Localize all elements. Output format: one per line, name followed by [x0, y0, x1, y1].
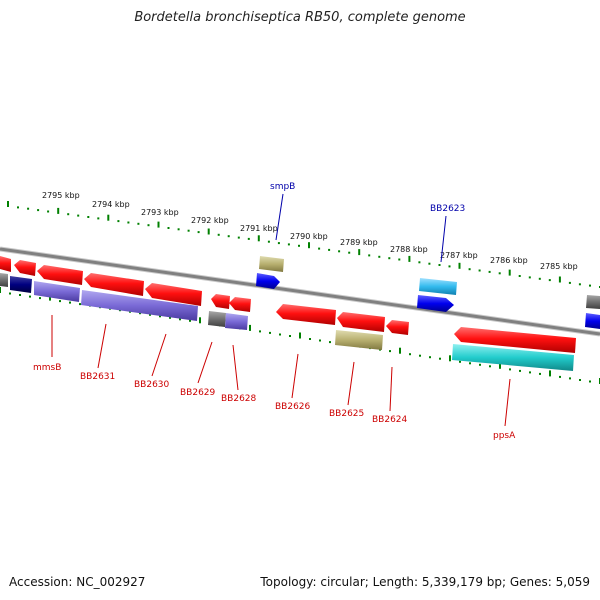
accession-text: Accession: NC_002927 [9, 575, 146, 589]
gene-block[interactable] [586, 295, 600, 309]
gene-block[interactable] [81, 290, 198, 321]
gene-block[interactable] [0, 273, 8, 287]
gene-arrow[interactable] [145, 283, 202, 306]
gene-label-smpB[interactable]: smpB [270, 182, 295, 192]
gene-arrow[interactable] [211, 294, 230, 309]
kbp-label: 2786 kbp [490, 256, 528, 265]
gene-arrow[interactable] [417, 295, 454, 312]
gene-label-BB2628[interactable]: BB2628 [221, 394, 257, 404]
kbp-label: 2790 kbp [290, 232, 328, 241]
gene-block[interactable] [452, 344, 574, 371]
kbp-label: 2789 kbp [340, 238, 378, 247]
gene-block[interactable] [585, 313, 600, 329]
gene-label-BB2625[interactable]: BB2625 [329, 409, 364, 419]
gene-label-BB2623[interactable]: BB2623 [430, 204, 465, 214]
gene-arrow[interactable] [256, 273, 280, 289]
kbp-scale-labels: 2795 kbp 2794 kbp 2793 kbp 2792 kbp 2791… [42, 191, 578, 271]
gene-block[interactable] [208, 311, 226, 327]
gene-arrow[interactable] [0, 256, 11, 272]
gene-block[interactable] [259, 256, 284, 272]
gene-arrow[interactable] [337, 312, 385, 332]
gene-block[interactable] [419, 278, 457, 295]
gene-features[interactable] [0, 256, 600, 371]
gene-arrow[interactable] [14, 260, 36, 276]
gene-label-BB2624[interactable]: BB2624 [372, 415, 408, 425]
gene-block[interactable] [225, 313, 248, 330]
kbp-label: 2795 kbp [42, 191, 80, 200]
kbp-label: 2792 kbp [191, 216, 229, 225]
kbp-label: 2788 kbp [390, 245, 428, 254]
gene-arrow[interactable] [386, 320, 409, 335]
gene-label-BB2629[interactable]: BB2629 [180, 388, 216, 398]
gene-arrow[interactable] [84, 273, 144, 296]
kbp-label: 2794 kbp [92, 200, 130, 209]
kbp-label: 2787 kbp [440, 251, 478, 260]
gene-label-BB2626[interactable]: BB2626 [275, 402, 311, 412]
gene-block[interactable] [34, 281, 80, 302]
gene-arrow[interactable] [454, 327, 576, 353]
outer-tick-track [7, 201, 600, 288]
gene-label-BB2631[interactable]: BB2631 [80, 372, 115, 382]
gene-block[interactable] [10, 276, 32, 293]
kbp-label: 2793 kbp [141, 208, 179, 217]
topology-text: Topology: circular; Length: 5,339,179 bp… [260, 575, 590, 589]
genome-backbone-core [0, 247, 600, 336]
gene-arrow[interactable] [229, 297, 251, 312]
gene-labels: mmsB BB2631 BB2630 BB2629 BB2628 BB2626 … [33, 182, 516, 441]
gene-arrow[interactable] [276, 304, 336, 325]
gene-label-leaders [51, 193, 511, 427]
kbp-label: 2791 kbp [240, 224, 278, 233]
gene-block[interactable] [335, 330, 383, 350]
gene-label-BB2630[interactable]: BB2630 [134, 380, 170, 390]
kbp-label: 2785 kbp [540, 262, 578, 271]
gene-label-ppsA[interactable]: ppsA [493, 431, 516, 441]
gene-label-mmsB[interactable]: mmsB [33, 363, 61, 373]
gene-arrow[interactable] [37, 265, 83, 285]
map-title: Bordetella bronchiseptica RB50, complete… [134, 10, 466, 25]
